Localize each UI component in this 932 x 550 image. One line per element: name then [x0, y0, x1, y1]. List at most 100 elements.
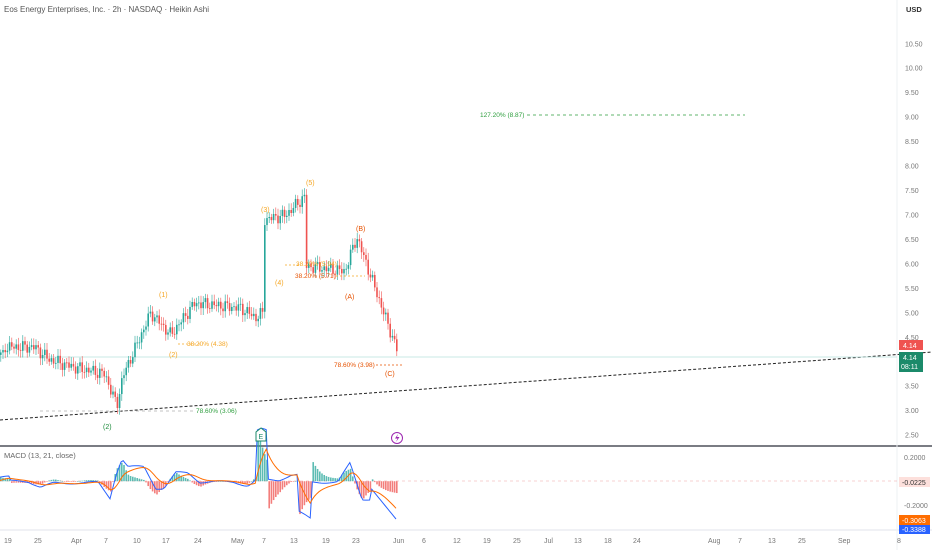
price-tick: 10.50	[905, 41, 923, 48]
price-tick: 10.00	[905, 66, 923, 73]
candle-body	[147, 313, 149, 326]
fib-label-306: 78.60% (3.06)	[196, 408, 237, 415]
chart-title: Eos Energy Enterprises, Inc. · 2h · NASD…	[4, 5, 209, 14]
candle-body	[387, 313, 389, 324]
candle-body	[55, 363, 57, 364]
macd-hist-bar	[53, 480, 55, 482]
macd-hist-bar	[374, 481, 376, 482]
candle-body	[97, 375, 99, 378]
candle-body	[158, 315, 160, 323]
macd-hist-bar	[295, 481, 297, 482]
wave-label-c: (C)	[385, 371, 395, 378]
macd-hist-bar	[18, 481, 20, 482]
candle-body	[396, 339, 398, 351]
macd-hist-bar	[381, 481, 383, 488]
candle-body	[275, 214, 277, 216]
earnings-event-label: E	[259, 434, 264, 441]
candle-body	[11, 342, 13, 346]
macd-hist-bar	[392, 481, 394, 492]
time-tick: 17	[162, 538, 170, 545]
candle-body	[365, 255, 367, 260]
candle-body	[51, 358, 53, 362]
candle-body	[37, 345, 39, 347]
candle-body	[224, 301, 226, 311]
candle-body	[42, 355, 44, 358]
candle-body	[117, 397, 119, 408]
macd-hist-bar	[196, 481, 198, 485]
candle-body	[394, 336, 396, 339]
candle-body	[86, 368, 88, 372]
dividend-split-event-icon[interactable]	[392, 433, 403, 444]
candle-body	[134, 343, 136, 358]
macd-label: MACD (13, 21, close)	[4, 451, 76, 460]
candle-body	[381, 298, 383, 307]
candle-body	[191, 302, 193, 307]
candle-body	[235, 306, 237, 310]
candle-body	[257, 319, 259, 321]
candle-body	[370, 275, 372, 278]
candle-body	[112, 392, 114, 395]
candle-body	[174, 334, 176, 335]
candle-body	[75, 367, 77, 374]
macd-hist-bar	[191, 481, 193, 482]
candle-body	[301, 196, 303, 207]
time-tick: 8	[897, 538, 901, 545]
macd-signal-value: -0.3063	[902, 518, 926, 525]
wave-label-4: (4)	[275, 280, 284, 287]
candle-body	[73, 364, 75, 367]
macd-hist-bar	[46, 481, 48, 482]
candle-body	[128, 360, 130, 368]
candle-body	[4, 350, 6, 352]
time-tick: Jul	[544, 538, 553, 545]
candle-body	[242, 304, 244, 315]
macd-hist-bar	[73, 481, 75, 482]
time-tick: 19	[322, 538, 330, 545]
macd-hist-bar	[44, 481, 46, 482]
candle-body	[189, 307, 191, 319]
macd-hist-bar	[81, 481, 83, 482]
price-tick: 3.50	[905, 384, 919, 391]
macd-hist-bar	[262, 448, 264, 482]
macd-hist-bar	[134, 477, 136, 481]
macd-hist-bar	[319, 471, 321, 481]
macd-hist-bar	[251, 481, 253, 482]
macd-hist-bar	[88, 480, 90, 481]
fib-label-571: 38.20% (5.71)	[295, 273, 336, 280]
macd-hist-bar	[334, 478, 336, 481]
candle-body	[372, 275, 374, 277]
macd-hist-bar	[394, 481, 396, 492]
candle-body	[321, 270, 323, 272]
macd-hist-bar	[286, 481, 288, 485]
candle-body	[88, 368, 90, 373]
macd-hist-bar	[264, 454, 266, 481]
macd-hist-bar	[147, 481, 149, 486]
macd-hist-bar	[150, 481, 152, 489]
candle-body	[389, 324, 391, 338]
price-tick: 5.00	[905, 310, 919, 317]
candle-body	[227, 301, 229, 303]
candle-body	[284, 210, 286, 217]
candle-body	[165, 325, 167, 335]
candle-body	[125, 368, 127, 375]
time-tick: 19	[483, 538, 491, 545]
candle-body	[255, 314, 257, 321]
candle-body	[20, 350, 22, 351]
macd-hist-bar	[194, 481, 196, 484]
currency-label: USD	[906, 5, 922, 14]
macd-hist-bar	[70, 481, 72, 482]
candle-body	[273, 214, 275, 220]
time-tick: Jun	[393, 538, 404, 545]
macd-hist-bar	[293, 481, 295, 482]
candle-body	[367, 260, 369, 275]
candle-body	[268, 217, 270, 218]
candle-body	[130, 360, 132, 364]
candle-body	[238, 304, 240, 310]
time-tick: 18	[604, 538, 612, 545]
candle-body	[293, 208, 295, 213]
wave-label-1: (1)	[159, 292, 168, 299]
candle-body	[48, 359, 50, 362]
candle-body	[53, 358, 55, 364]
macd-hist-bar	[389, 481, 391, 491]
candle-body	[262, 308, 264, 312]
candle-body	[359, 239, 361, 241]
